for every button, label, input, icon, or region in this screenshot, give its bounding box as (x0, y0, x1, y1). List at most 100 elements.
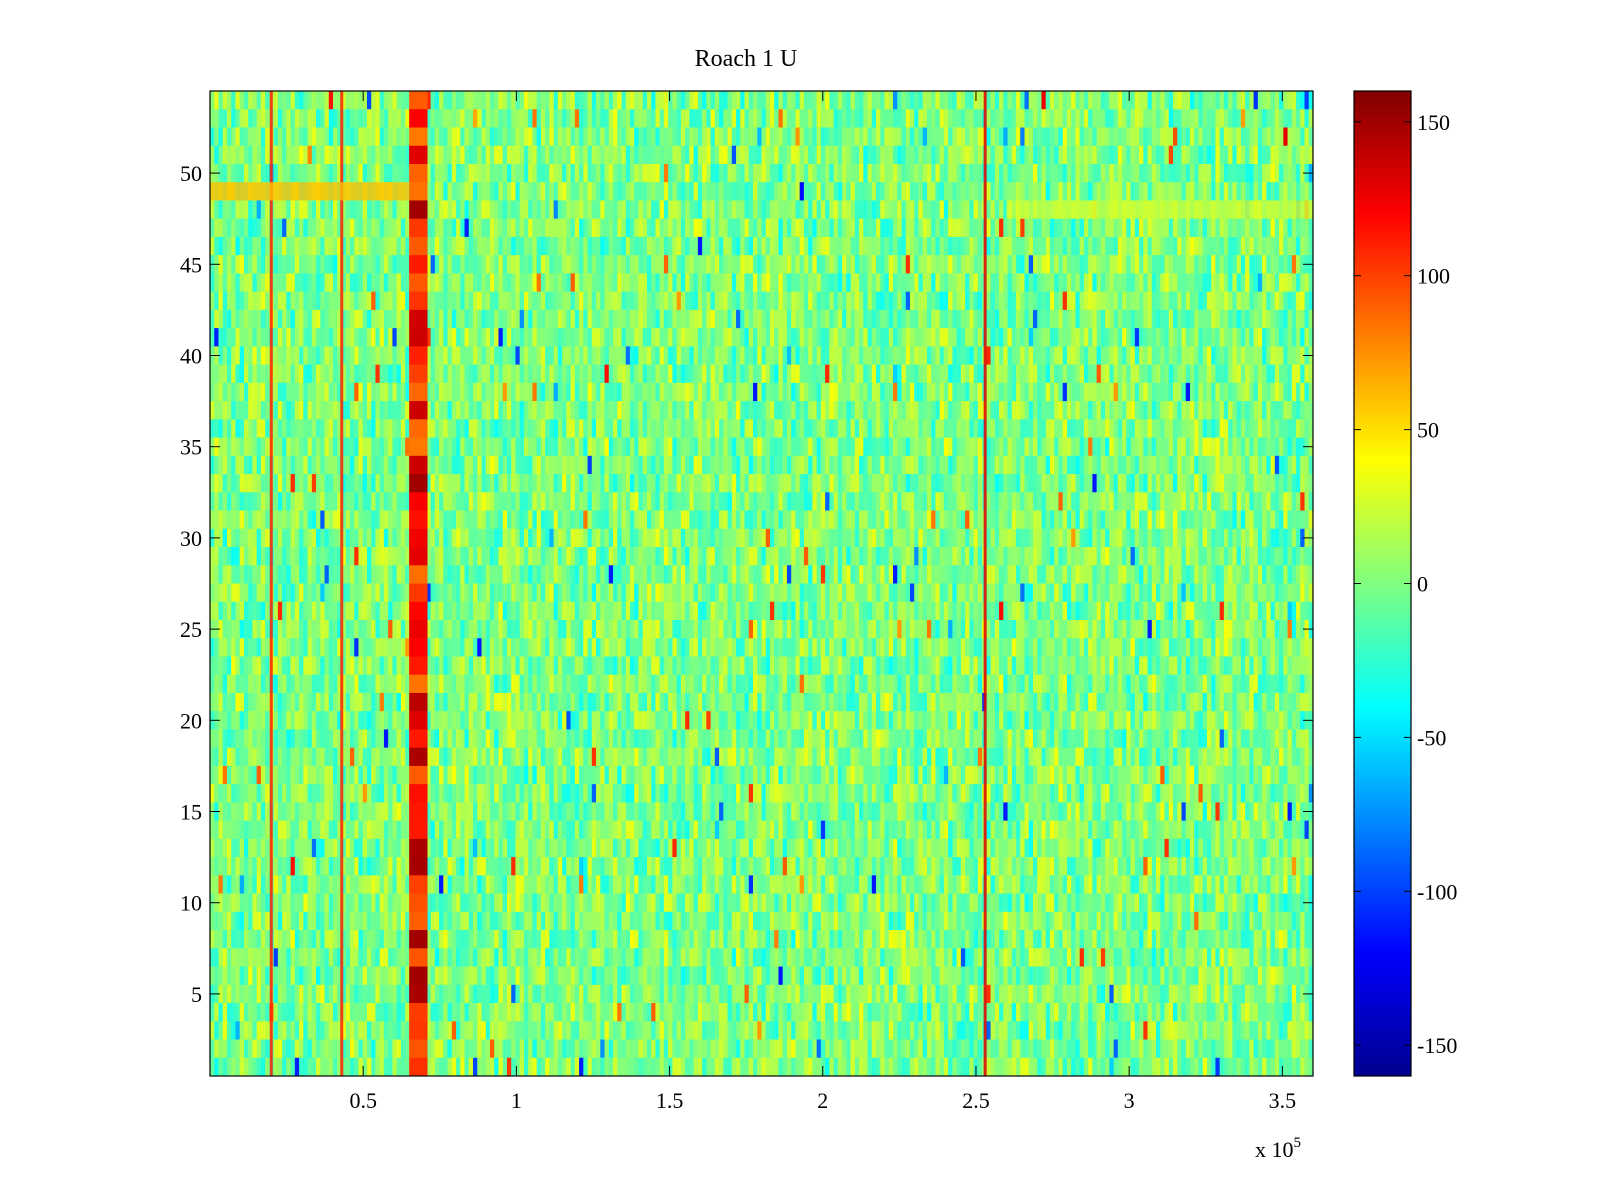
heatmap-cell (1003, 163, 1009, 183)
heatmap-cell (1173, 236, 1178, 256)
heatmap-cell (668, 309, 674, 329)
heatmap-cell (583, 419, 589, 439)
heatmap-cell (506, 218, 512, 238)
heatmap-cell (371, 401, 377, 420)
heatmap-cell (740, 346, 746, 366)
heatmap-cell (294, 382, 300, 402)
heatmap-cell (303, 218, 309, 238)
heatmap-cell (608, 127, 614, 147)
heatmap-cell (1096, 346, 1102, 366)
heatmap-cell (1249, 273, 1255, 293)
heatmap-cell (506, 200, 512, 220)
heatmap-cell (1109, 255, 1115, 275)
heatmap-cell (893, 346, 898, 366)
heatmap-cell (1189, 163, 1195, 183)
heatmap-cell (439, 236, 444, 256)
heatmap-cell (973, 346, 979, 366)
heatmap-cell (226, 419, 232, 439)
heatmap-cell (1071, 401, 1077, 420)
heatmap-cell (557, 382, 563, 402)
heatmap-cell (884, 109, 890, 129)
heatmap-cell (562, 236, 567, 256)
heatmap-cell (430, 291, 436, 311)
heatmap-cell (1033, 328, 1038, 347)
heatmap-cell (833, 127, 839, 147)
heatmap-cell (1206, 401, 1212, 420)
heatmap-cell (1113, 309, 1119, 329)
heatmap-cell (825, 346, 830, 366)
heatmap-cell (481, 382, 487, 402)
heatmap-cell (931, 127, 937, 147)
heatmap-cell (1228, 364, 1233, 384)
heatmap-cell (1291, 127, 1297, 147)
heatmap-cell (587, 309, 593, 329)
heatmap-cell (210, 291, 215, 311)
heatmap-cell (676, 236, 682, 256)
heatmap-cell (511, 346, 517, 366)
heatmap-cell (1100, 109, 1106, 129)
heatmap-cell (362, 309, 368, 329)
heatmap-cell (1164, 346, 1170, 366)
heatmap-cell (379, 291, 385, 311)
heatmap-cell (579, 145, 584, 165)
heatmap-cell (880, 364, 886, 384)
heatmap-cell (502, 145, 508, 165)
heatmap-cell (1096, 382, 1102, 402)
heatmap-cell (1228, 145, 1233, 165)
heatmap-cell (320, 255, 326, 275)
heatmap-cell (769, 382, 775, 402)
heatmap-cell (663, 218, 669, 238)
heatmap-cell (366, 419, 372, 439)
heatmap-cell (1202, 127, 1208, 147)
heatmap-cell (1109, 236, 1115, 256)
heatmap-cell (1105, 218, 1110, 238)
heatmap-cell (909, 273, 915, 293)
heatmap-cell (226, 255, 232, 275)
heatmap-cell (736, 346, 741, 366)
heatmap-cell (545, 419, 550, 439)
heatmap-cell (447, 346, 453, 366)
heatmap-cell (778, 364, 784, 384)
heatmap-cell (1024, 109, 1030, 129)
heatmap-cell (1079, 255, 1085, 275)
heatmap-cell (243, 346, 249, 366)
heatmap-cell (1291, 364, 1297, 384)
heatmap-cell (1198, 255, 1204, 275)
heatmap-cell (795, 145, 801, 165)
heatmap-cell (1296, 236, 1301, 256)
heatmap-cell (1003, 182, 1009, 202)
heatmap-cell (842, 200, 847, 220)
heatmap-cell (366, 309, 372, 329)
heatmap-cell (943, 364, 949, 384)
heatmap-cell (1007, 401, 1013, 420)
heatmap-cell (583, 127, 589, 147)
heatmap-cell (506, 91, 512, 110)
heatmap-cell (396, 91, 402, 110)
heatmap-cell (1003, 236, 1009, 256)
heatmap-cell (842, 273, 847, 293)
heatmap-cell (893, 328, 898, 347)
heatmap-cell (863, 309, 869, 329)
heatmap-cell (481, 200, 487, 220)
heatmap-cell (1287, 309, 1293, 329)
heatmap-cell (909, 236, 915, 256)
heatmap-cell (621, 419, 627, 439)
heatmap-cell (1083, 382, 1089, 402)
heatmap-cell (948, 419, 953, 439)
heatmap-cell (757, 364, 763, 384)
heatmap-cell (846, 109, 852, 129)
heatmap-cell (765, 109, 771, 129)
heatmap-cell (311, 437, 317, 457)
heatmap-cell (1109, 182, 1115, 202)
heatmap-cell (324, 255, 330, 275)
heatmap-cell (774, 109, 780, 129)
heatmap-cell (663, 91, 669, 110)
heatmap-cell (608, 255, 614, 275)
heatmap-cell (574, 291, 580, 311)
heatmap-cell (1189, 419, 1195, 439)
heatmap-cell (710, 382, 716, 402)
heatmap-cell (1062, 309, 1068, 329)
heatmap-cell (710, 236, 716, 256)
heatmap-cell (757, 236, 763, 256)
heatmap-cell (719, 255, 724, 275)
